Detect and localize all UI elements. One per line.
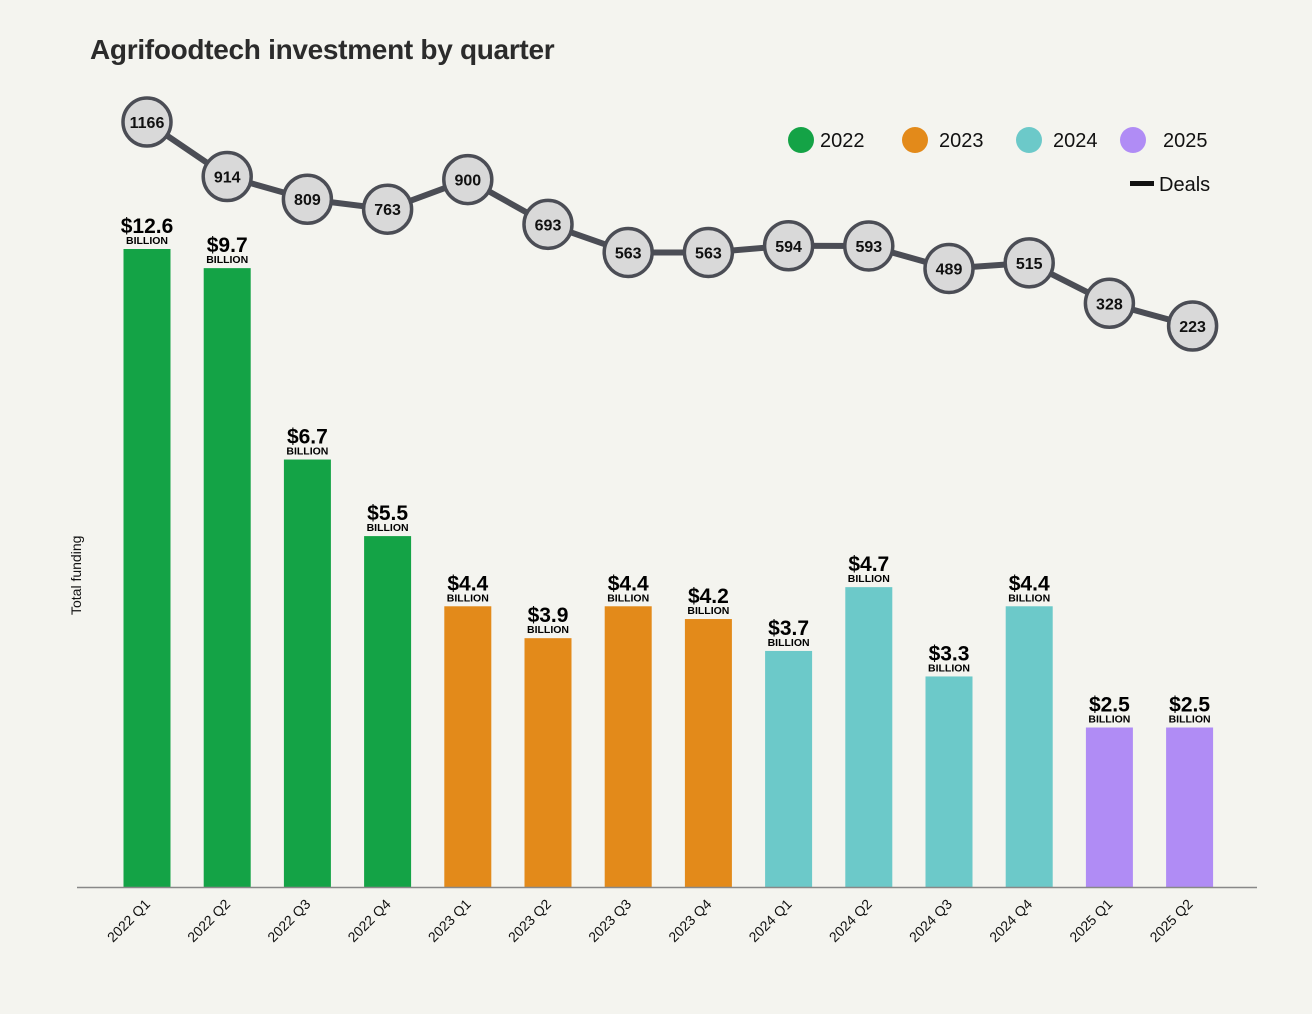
legend-swatch-2025	[1120, 127, 1146, 153]
legend-label-2024: 2024	[1053, 130, 1098, 152]
deals-marker	[281, 173, 334, 225]
bar-value-label: $2.5	[1089, 694, 1130, 717]
deals-marker	[923, 242, 975, 295]
bar-value-label: $6.7	[287, 426, 328, 449]
bar-2023-q4	[684, 619, 732, 887]
bar-2022-q1	[123, 249, 171, 887]
x-tick-label: 2024 Q3	[906, 896, 955, 945]
bar-2025-q1	[1085, 727, 1133, 887]
x-tick-label: 2024 Q1	[745, 896, 794, 945]
deals-marker	[682, 226, 735, 279]
legend-label-2025: 2025	[1163, 130, 1208, 152]
bar-unit-label: BILLION	[607, 592, 649, 604]
legend-swatch-2023	[902, 127, 928, 153]
bar-unit-label: BILLION	[1088, 714, 1130, 726]
deals-marker	[843, 220, 895, 272]
deals-marker	[201, 150, 253, 203]
deals-value-label: 809	[294, 192, 321, 209]
bar-value-label: $4.7	[848, 553, 889, 576]
bar-value-label: $4.4	[608, 572, 649, 595]
deals-marker	[602, 226, 654, 279]
deals-value-label: 223	[1179, 319, 1206, 336]
bar-value-label: $3.7	[768, 617, 809, 640]
bar-value-label: $3.3	[929, 642, 970, 665]
y-axis-label: Total funding	[68, 536, 84, 615]
bar-value-label: $2.5	[1169, 694, 1210, 717]
deals-value-label: 763	[374, 202, 401, 219]
x-tick-label: 2023 Q1	[425, 896, 474, 945]
legend-label-2022: 2022	[820, 130, 865, 152]
bar-value-label: $3.9	[528, 604, 569, 627]
bar-2022-q2	[203, 268, 251, 887]
bar-value-label: $4.4	[1009, 572, 1050, 595]
x-tick-label: 2024 Q2	[826, 896, 875, 945]
deals-value-label: 328	[1096, 296, 1123, 313]
deals-value-label: 693	[535, 217, 562, 234]
deals-value-label: 593	[855, 239, 882, 256]
deals-marker	[522, 198, 574, 251]
bar-unit-label: BILLION	[126, 235, 168, 247]
bar-unit-label: BILLION	[527, 624, 569, 636]
deals-marker	[442, 153, 494, 206]
bar-unit-label: BILLION	[447, 592, 489, 604]
deals-marker	[361, 183, 414, 235]
bar-unit-label: BILLION	[768, 637, 810, 649]
bar-value-label: $9.7	[207, 234, 248, 257]
bar-unit-label: BILLION	[928, 662, 970, 674]
x-tick-label: 2023 Q2	[505, 896, 554, 945]
bar-unit-label: BILLION	[286, 446, 328, 458]
deals-marker	[1166, 300, 1219, 352]
deals-value-label: 563	[615, 245, 642, 262]
bar-2025-q2	[1166, 727, 1214, 887]
chart-title: Agrifoodtech investment by quarter	[90, 34, 555, 65]
deals-value-label: 1166	[130, 115, 165, 132]
bar-unit-label: BILLION	[687, 605, 729, 617]
x-tick-label: 2022 Q1	[104, 896, 153, 945]
bar-value-label: $12.6	[121, 215, 174, 238]
legend-deals-line-icon	[1130, 181, 1154, 186]
bar-unit-label: BILLION	[1008, 592, 1050, 604]
deals-marker	[121, 96, 173, 148]
bar-2024-q2	[845, 587, 893, 887]
deals-value-label: 594	[775, 239, 802, 256]
bar-2023-q1	[444, 606, 492, 887]
x-tick-label: 2023 Q4	[665, 896, 714, 945]
bar-2024-q1	[765, 650, 813, 887]
x-tick-label: 2024 Q4	[986, 896, 1035, 945]
deals-value-label: 489	[936, 261, 963, 278]
legend-label-2023: 2023	[939, 130, 984, 152]
x-tick-label: 2022 Q4	[344, 896, 393, 945]
deals-marker	[1083, 277, 1136, 330]
x-tick-label: 2022 Q2	[184, 896, 233, 945]
legend-swatch-2024	[1016, 127, 1042, 153]
bar-value-label: $4.4	[447, 572, 488, 595]
deals-value-label: 914	[214, 170, 241, 187]
x-tick-label: 2022 Q3	[264, 896, 313, 945]
deals-marker	[762, 220, 815, 272]
legend-label-deals: Deals	[1159, 174, 1210, 196]
bar-value-label: $4.2	[688, 585, 729, 608]
deals-value-label: 515	[1016, 256, 1043, 273]
bar-2022-q3	[283, 459, 331, 887]
bar-2022-q4	[364, 536, 412, 887]
bar-unit-label: BILLION	[367, 522, 409, 534]
x-tick-label: 2025 Q2	[1146, 896, 1195, 945]
legend-swatch-2022	[788, 127, 814, 153]
bar-2024-q3	[925, 676, 973, 887]
deals-value-label: 900	[454, 173, 481, 190]
x-tick-label: 2023 Q3	[585, 896, 634, 945]
bar-2024-q4	[1005, 606, 1053, 887]
bar-unit-label: BILLION	[1169, 714, 1211, 726]
deals-value-label: 563	[695, 245, 722, 262]
bar-unit-label: BILLION	[206, 254, 248, 266]
bar-value-label: $5.5	[367, 502, 408, 525]
bar-2023-q2	[524, 638, 572, 887]
x-tick-label: 2025 Q1	[1066, 896, 1115, 945]
bar-unit-label: BILLION	[848, 573, 890, 585]
deals-marker	[1003, 237, 1055, 289]
bar-2023-q3	[604, 606, 652, 887]
